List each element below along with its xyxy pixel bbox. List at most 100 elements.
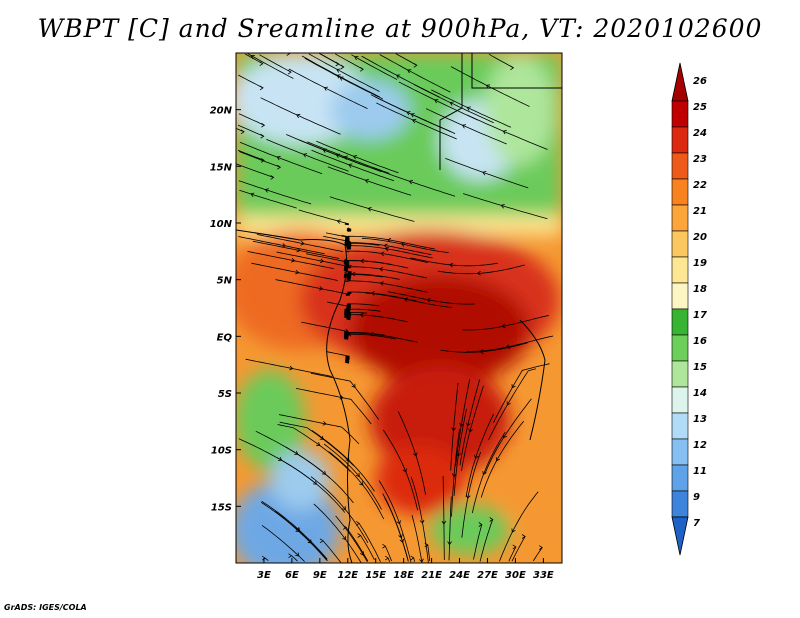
streamline <box>360 535 375 560</box>
streamlines <box>236 53 554 563</box>
streamline <box>239 141 323 175</box>
lon-tick-label: 12E <box>337 570 358 581</box>
streamline-arrow <box>482 171 487 176</box>
streamline-arrow <box>323 86 329 91</box>
streamline <box>455 378 471 466</box>
colorbar-label: 13 <box>693 414 707 425</box>
streamline <box>488 368 537 441</box>
streamline <box>255 430 331 479</box>
streamline-arrow <box>347 312 352 318</box>
streamline <box>301 55 380 98</box>
streamline <box>236 163 274 178</box>
colorbar-label: 18 <box>693 284 707 295</box>
streamline <box>473 524 483 560</box>
streamline-arrow <box>512 544 517 550</box>
colorbar-arrow-bottom <box>671 516 689 556</box>
streamline-arrow <box>410 555 415 561</box>
streamline <box>453 408 467 496</box>
streamline <box>347 291 419 302</box>
streamline <box>532 547 543 562</box>
streamline-arrow <box>276 155 281 161</box>
streamline-arrow <box>342 536 347 541</box>
streamline <box>238 236 325 255</box>
streamline <box>237 124 264 137</box>
streamline-arrow <box>419 558 424 563</box>
streamline-arrow <box>413 62 418 68</box>
colorbar-label: 14 <box>693 388 707 399</box>
colorbar-label: 7 <box>693 518 700 529</box>
streamline-arrow <box>476 270 481 276</box>
streamline <box>286 134 369 168</box>
streamline-arrow <box>379 266 384 272</box>
colorbar-swatch <box>671 334 689 362</box>
streamline <box>462 315 549 331</box>
streamline-arrow <box>261 555 266 561</box>
streamline-arrow <box>424 542 429 548</box>
streamline-arrow <box>291 257 296 263</box>
lon-tick-label: 30E <box>505 570 526 581</box>
streamline <box>319 53 344 68</box>
colorbar-swatch <box>671 100 689 128</box>
plot-frame <box>235 52 563 564</box>
streamline-arrow <box>398 534 403 539</box>
streamline <box>329 196 415 222</box>
streamline-arrow <box>500 204 505 209</box>
streamline-arrow <box>346 242 351 248</box>
streamline <box>410 257 498 267</box>
streamline <box>326 351 350 364</box>
streamline <box>448 496 452 561</box>
streamline <box>247 53 294 79</box>
colorbar-label: 25 <box>693 102 707 113</box>
lat-axis: 20N 15N 10N 5N EQ 5S 10S 15S <box>210 106 241 513</box>
streamline-arrow <box>259 85 264 91</box>
streamline <box>335 515 368 563</box>
streamline-arrow <box>538 545 543 550</box>
streamline-arrow <box>360 258 365 264</box>
colorbar-swatch <box>671 152 689 180</box>
streamline <box>462 193 548 220</box>
streamline-arrow <box>316 441 321 446</box>
streamline-arrow <box>364 178 369 184</box>
streamline <box>425 108 507 145</box>
streamline-arrow <box>354 56 359 61</box>
streamline-arrow <box>479 349 484 354</box>
streamline <box>376 102 457 140</box>
streamline <box>344 308 381 316</box>
colorbar-swatch <box>671 360 689 388</box>
streamline <box>344 280 428 293</box>
streamline-arrow <box>277 456 283 461</box>
streamline <box>345 527 369 562</box>
streamline <box>451 428 460 517</box>
streamline-arrow <box>250 192 255 198</box>
streamline-arrow <box>382 543 387 549</box>
colorbar-swatch <box>671 126 689 154</box>
streamline <box>511 536 526 562</box>
streamline-arrow <box>506 401 511 406</box>
streamline-arrow <box>511 528 516 533</box>
streamline-arrow <box>300 241 305 246</box>
streamline <box>411 515 423 563</box>
streamline <box>382 493 409 561</box>
streamline-arrow <box>260 158 265 163</box>
lon-tick-label: 6E <box>285 570 299 581</box>
colorbar-swatch <box>671 490 689 518</box>
lon-tick-label: 33E <box>533 570 554 581</box>
streamline <box>387 557 391 562</box>
streamline-arrow <box>277 164 282 170</box>
streamline <box>348 235 435 250</box>
streamline <box>310 372 380 420</box>
streamline-arrow <box>434 99 439 104</box>
streamline-arrow <box>312 480 318 485</box>
streamline <box>346 332 418 343</box>
streamline <box>261 500 328 560</box>
streamline <box>238 438 315 484</box>
streamline-arrow <box>359 66 364 72</box>
streamline-arrow <box>336 219 341 224</box>
streamline <box>259 54 292 73</box>
streamline-arrow <box>396 74 401 79</box>
streamline-arrow <box>345 356 351 361</box>
streamline-arrow <box>296 113 301 119</box>
streamline <box>351 54 398 80</box>
colorbar-label: 23 <box>693 154 707 165</box>
